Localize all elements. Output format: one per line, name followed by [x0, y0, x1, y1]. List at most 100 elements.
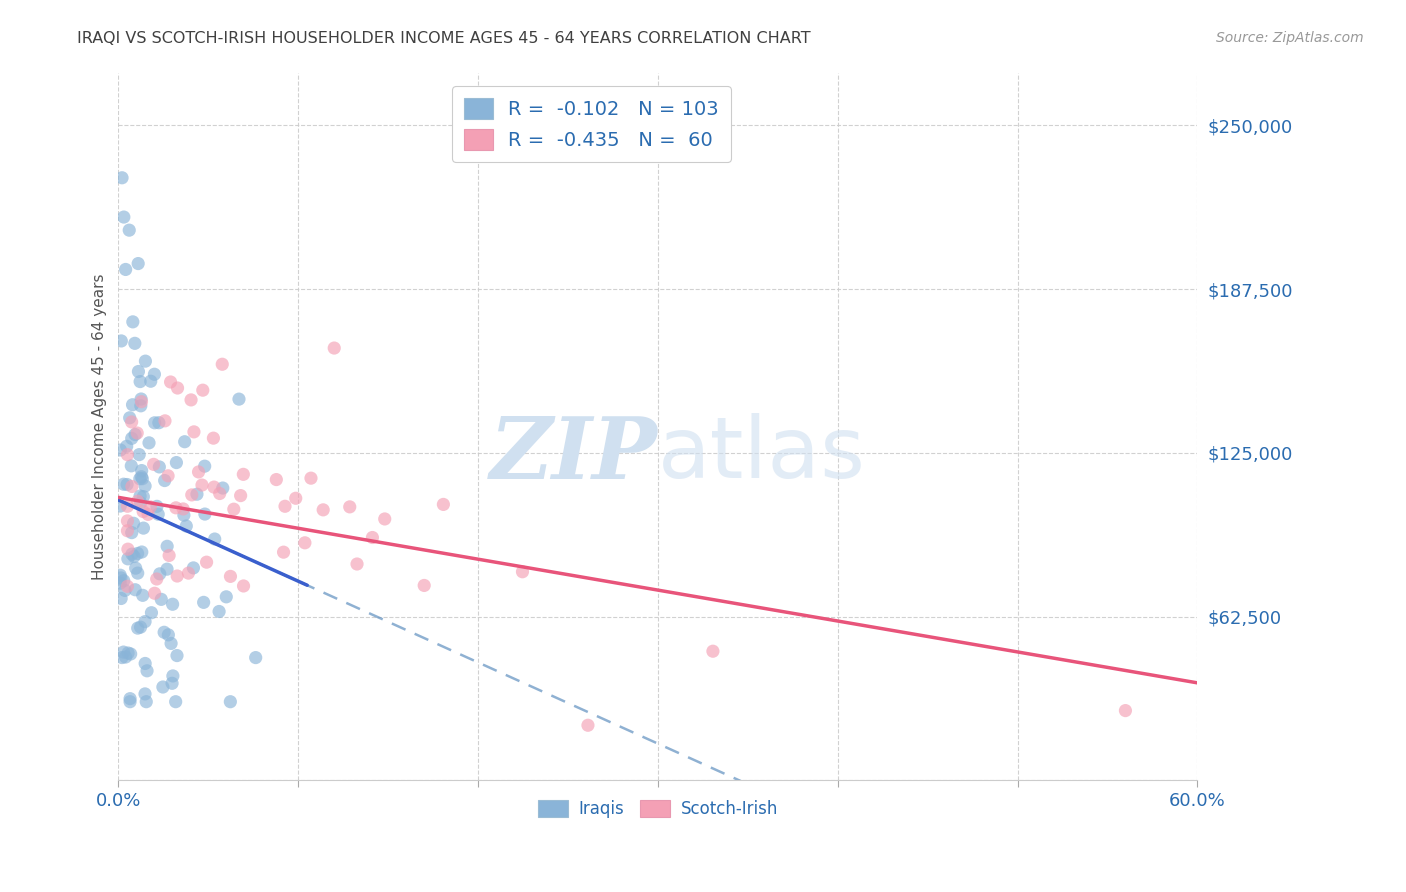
Point [166, 648, 188, 663]
Point [127, 256, 149, 270]
Point [117, 551, 139, 566]
Point [215, 590, 238, 604]
Point [299, 471, 322, 485]
Point [208, 605, 231, 619]
Point [110, 568, 132, 582]
Point [114, 650, 136, 665]
Point [131, 464, 153, 478]
Point [117, 579, 139, 593]
Point [294, 536, 316, 550]
Point [232, 579, 254, 593]
Point [284, 491, 307, 506]
Point [132, 521, 155, 535]
Point [157, 549, 180, 563]
Point [211, 481, 233, 495]
Point [110, 591, 132, 606]
Point [134, 687, 156, 701]
Point [117, 514, 139, 528]
Point [143, 416, 166, 430]
Point [145, 572, 167, 586]
Point [129, 496, 152, 510]
Point [132, 588, 155, 602]
Point [117, 500, 139, 514]
Text: ZIP: ZIP [491, 413, 658, 497]
Point [361, 531, 384, 545]
Point [111, 650, 134, 665]
Point [131, 469, 153, 483]
Point [134, 657, 156, 671]
Point [125, 561, 148, 575]
Point [162, 669, 184, 683]
Point [512, 565, 534, 579]
Point [152, 680, 174, 694]
Point [127, 621, 149, 635]
Point [110, 571, 132, 585]
Point [112, 477, 135, 491]
Point [346, 557, 368, 571]
Point [121, 415, 143, 429]
Point [183, 425, 205, 439]
Point [156, 562, 179, 576]
Point [135, 695, 157, 709]
Point [148, 459, 170, 474]
Point [127, 566, 149, 581]
Point [149, 566, 172, 581]
Point [127, 494, 149, 508]
Point [120, 695, 142, 709]
Text: Source: ZipAtlas.com: Source: ZipAtlas.com [1216, 31, 1364, 45]
Point [128, 472, 150, 486]
Point [136, 508, 159, 522]
Point [124, 582, 146, 597]
Point [121, 479, 143, 493]
Point [162, 597, 184, 611]
Point [273, 545, 295, 559]
Text: atlas: atlas [658, 413, 866, 497]
Point [129, 392, 152, 406]
Point [112, 645, 135, 659]
Point [129, 399, 152, 413]
Point [204, 532, 226, 546]
Point [134, 615, 156, 629]
Legend: Iraqis, Scotch-Irish: Iraqis, Scotch-Irish [531, 794, 785, 825]
Point [165, 456, 187, 470]
Point [127, 425, 149, 440]
Point [245, 650, 267, 665]
Point [413, 578, 436, 592]
Point [195, 555, 218, 569]
Point [124, 336, 146, 351]
Point [121, 431, 143, 445]
Point [165, 500, 187, 515]
Point [110, 499, 132, 513]
Point [117, 448, 139, 462]
Point [187, 465, 209, 479]
Point [193, 595, 215, 609]
Point [143, 586, 166, 600]
Point [124, 427, 146, 442]
Point [111, 170, 134, 185]
Point [183, 561, 205, 575]
Point [165, 695, 187, 709]
Text: IRAQI VS SCOTCH-IRISH HOUSEHOLDER INCOME AGES 45 - 64 YEARS CORRELATION CHART: IRAQI VS SCOTCH-IRISH HOUSEHOLDER INCOME… [77, 31, 811, 46]
Point [131, 545, 153, 559]
Point [166, 569, 188, 583]
Point [127, 546, 149, 560]
Point [120, 458, 142, 473]
Point [120, 691, 142, 706]
Point [110, 576, 132, 591]
Point [174, 519, 197, 533]
Point [129, 620, 152, 634]
Point [141, 606, 163, 620]
Point [208, 486, 231, 500]
Point [180, 488, 202, 502]
Point [121, 315, 143, 329]
Point [229, 489, 252, 503]
Point [122, 516, 145, 531]
Point [121, 525, 143, 540]
Point [194, 507, 217, 521]
Point [129, 489, 152, 503]
Point [110, 334, 132, 348]
Point [150, 592, 173, 607]
Point [115, 439, 138, 453]
Point [129, 375, 152, 389]
Point [232, 467, 254, 482]
